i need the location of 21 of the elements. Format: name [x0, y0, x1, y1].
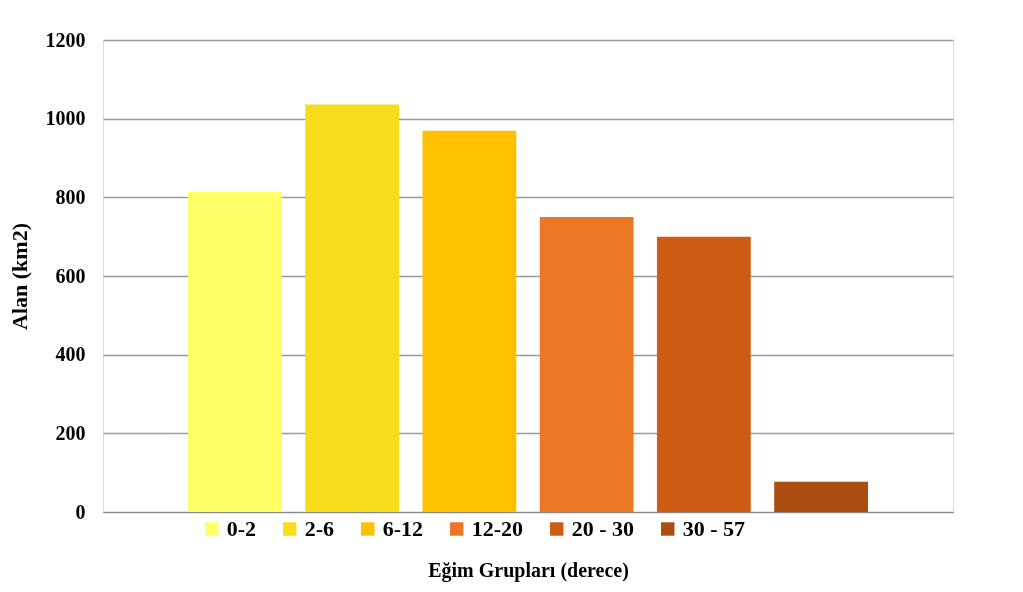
y-tick-label: 0: [75, 500, 86, 523]
bar: [774, 481, 868, 512]
y-tick-label: 600: [55, 264, 86, 287]
bar: [305, 104, 400, 512]
y-tick-label: 800: [55, 185, 86, 208]
legend-label: 30 - 57: [682, 516, 746, 541]
y-tick-label: 1000: [45, 107, 86, 130]
legend-label: 2-6: [304, 516, 335, 541]
legend-label: 0-2: [226, 516, 257, 541]
legend-label: 12-20: [471, 516, 524, 541]
y-tick-label: 200: [55, 421, 86, 444]
legend-label: 20 - 30: [571, 516, 635, 541]
y-axis-title: Alan (km2): [6, 223, 32, 330]
bar: [188, 191, 282, 512]
x-axis-title: Eğim Grupları (derece): [428, 558, 629, 582]
bar: [539, 217, 634, 512]
y-tick-label: 1200: [45, 28, 86, 51]
bar: [422, 130, 517, 512]
y-tick-label: 400: [55, 343, 86, 366]
legend-label: 6-12: [382, 516, 424, 541]
bar: [656, 236, 751, 512]
